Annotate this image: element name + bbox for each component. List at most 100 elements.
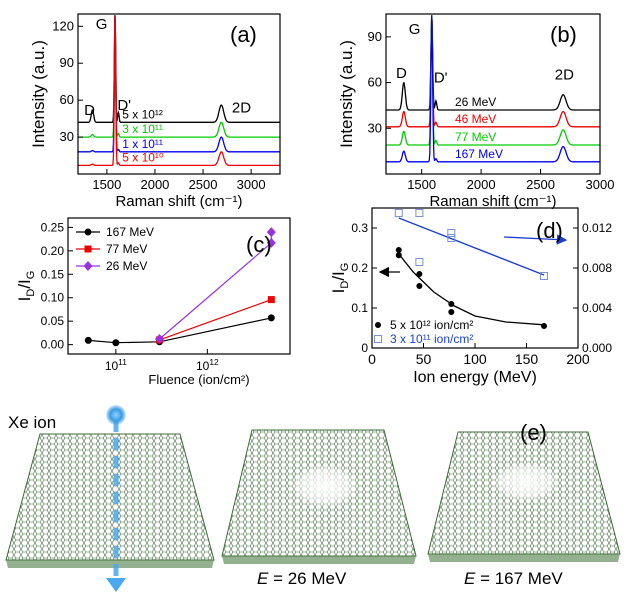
energy-label-167: E = 167 MeV <box>464 569 563 588</box>
y-tick-label: 0 <box>361 341 368 355</box>
data-point <box>267 296 275 304</box>
legend-marker <box>83 261 93 271</box>
y-tick-label: 0.20 <box>41 244 65 258</box>
y-tick-label: 30 <box>60 129 74 144</box>
raman-panel-b: 26 MeV 46 MeV 77 MeV 167 MeV 1500 2000 2500 300… <box>337 13 615 210</box>
panel-label: (d) <box>536 218 563 243</box>
spectrum-line-1 <box>386 15 600 128</box>
y-tick-label: 30 <box>368 120 382 135</box>
ratio-vs-energy-panel: 0 50 100 150 200 0 0.1 0.2 0.3 0.000 0.004 0.008 0.0… <box>329 207 612 386</box>
y-tick-label: 120 <box>52 18 74 33</box>
y-axis-label: Intensity (a.u.) <box>29 40 48 148</box>
spectrum-label-0: 5 x 10¹² <box>122 107 163 121</box>
y-tick-label: 90 <box>60 55 74 70</box>
spectrum-label-3: 5 x 10¹⁰ <box>122 150 164 164</box>
y-tick-label: 60 <box>60 92 74 107</box>
series-line-0 <box>88 317 272 344</box>
data-point <box>395 247 402 253</box>
y-tick-label: 0.25 <box>41 220 65 234</box>
data-point <box>266 227 276 238</box>
spectrum-line-2 <box>78 15 280 153</box>
y-tick-label: 90 <box>368 29 382 44</box>
data-point <box>448 301 455 307</box>
x-tick-label: 100 <box>463 351 487 367</box>
panel-label-e: (e) <box>520 420 547 445</box>
spectrum-label-2: 77 MeV <box>455 130 496 144</box>
spectrum-line-1 <box>78 15 280 138</box>
legend-marker <box>374 335 382 343</box>
fit-curve-0 <box>398 253 545 326</box>
x-tick-label: 3000 <box>586 177 615 192</box>
xe-ion-label: Xe ion <box>8 413 56 432</box>
y-axis-label: ID/IG <box>329 263 351 294</box>
plot-frame <box>77 13 281 175</box>
peak-label: 2D <box>232 99 251 116</box>
data-point <box>267 314 275 322</box>
panel-label: (c) <box>246 232 272 257</box>
spectrum-label-0: 26 MeV <box>455 95 496 109</box>
energy-label-26: E = 26 MeV <box>257 569 347 588</box>
spectrum-line-0 <box>78 15 280 123</box>
data-point <box>541 323 548 329</box>
y-tick-label: 0.10 <box>41 291 65 305</box>
spectrum-label-1: 3 x 10¹¹ <box>122 122 163 136</box>
y-tick-label: 0.1 <box>351 301 368 315</box>
y-axis-label: ID/IG <box>15 271 37 302</box>
y2-tick-label: 0.008 <box>582 261 612 275</box>
peak-label: D <box>84 102 95 119</box>
y-tick-label: 0.00 <box>41 338 65 352</box>
legend-marker <box>84 245 92 253</box>
peak-label: D' <box>434 70 448 87</box>
x-tick-label: 3000 <box>237 177 266 192</box>
y2-tick-label: 0.000 <box>582 341 612 355</box>
ratio-vs-fluence-panel: 0.00 0.05 0.10 0.15 0.20 0.25 1011 1012 167 MeV 7… <box>15 217 291 387</box>
x-tick-label: 2500 <box>189 177 218 192</box>
x-axis-label: Raman shift (cm⁻¹) <box>429 193 556 210</box>
peak-label: 2D <box>555 67 574 84</box>
data-point <box>415 209 424 217</box>
plot-frame <box>385 13 601 175</box>
x-tick-label: 0 <box>368 351 376 367</box>
legend-label: 26 MeV <box>106 259 147 273</box>
y2-tick-label: 0.004 <box>582 301 612 315</box>
y-tick-label: 0.3 <box>351 221 368 235</box>
spectrum-line-3 <box>386 15 600 163</box>
data-point <box>155 333 165 344</box>
x-tick-label: 150 <box>515 351 539 367</box>
data-point <box>447 229 456 237</box>
legend-label: 5 x 10¹² ion/cm² <box>390 318 473 332</box>
x-tick-label: 50 <box>416 351 432 367</box>
peak-label: D <box>396 65 407 82</box>
panel-label: (b) <box>550 22 577 47</box>
x-tick-label: 2000 <box>467 177 496 192</box>
peak-label: D' <box>117 97 131 114</box>
y2-tick-label: 0.012 <box>582 221 612 235</box>
data-point <box>394 209 403 217</box>
data-point <box>266 237 276 248</box>
data-point <box>415 258 424 266</box>
peak-label: G <box>96 16 108 33</box>
spectrum-line-2 <box>386 15 600 146</box>
graphene-sheet-167mev <box>427 431 621 562</box>
spectrum-line-3 <box>78 15 280 167</box>
x-axis-label: Ion energy (MeV) <box>413 369 537 386</box>
spectrum-line-0 <box>386 14 600 111</box>
data-point <box>416 283 423 289</box>
y-tick-label: 60 <box>368 75 382 90</box>
x-tick-label: 200 <box>566 351 590 367</box>
x-axis-label: Raman shift (cm⁻¹) <box>115 193 242 210</box>
data-point <box>84 336 92 344</box>
ion-track <box>106 405 126 592</box>
x-tick-label: 2500 <box>526 177 555 192</box>
right-axis-arrow <box>503 234 568 245</box>
x-tick-label: 2000 <box>140 177 169 192</box>
x-tick-label: 1500 <box>92 177 121 192</box>
x-tick-label: 1500 <box>407 177 436 192</box>
data-point <box>540 272 549 280</box>
y-tick-label: 0.2 <box>351 261 368 275</box>
data-point <box>416 271 423 277</box>
plot-frame <box>67 217 291 355</box>
x-tick-label: 1011 <box>105 357 127 373</box>
